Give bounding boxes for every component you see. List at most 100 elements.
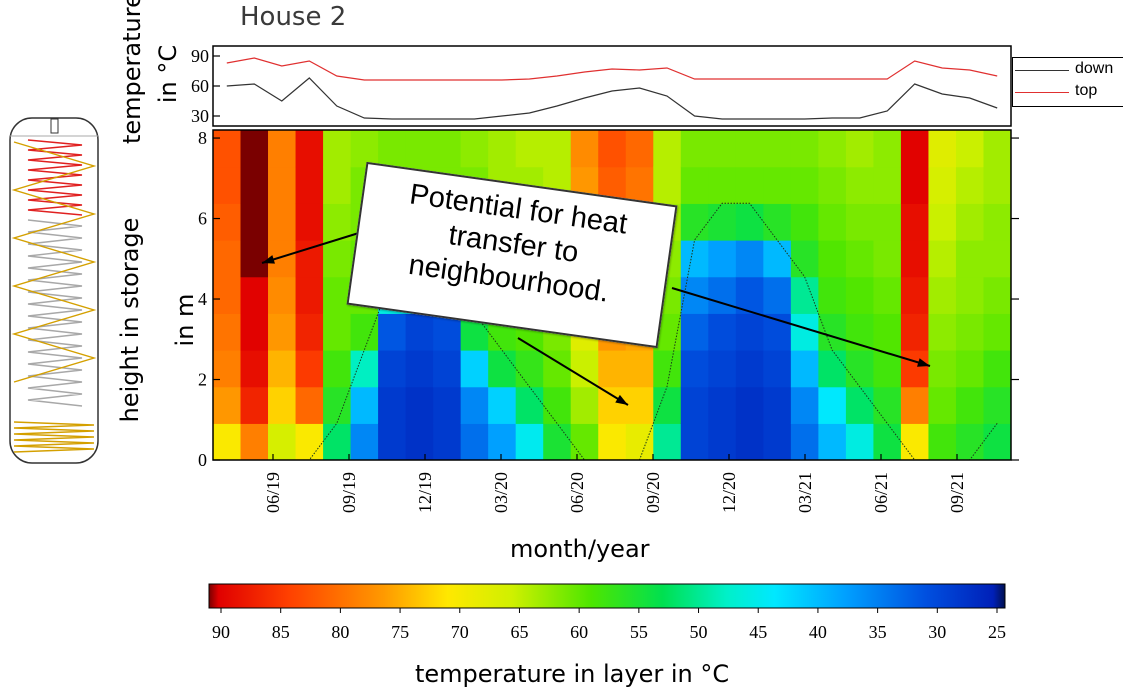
heatmap-contour-line bbox=[226, 202, 998, 460]
heatmap-cell bbox=[350, 386, 379, 424]
heatmap-cell bbox=[983, 386, 1011, 424]
main-ytick-label: 0 bbox=[198, 450, 207, 470]
colorbar-tick-label: 75 bbox=[391, 622, 409, 642]
heatmap-cell bbox=[433, 350, 462, 388]
heatmap-cell bbox=[488, 350, 517, 388]
heatmap-cell bbox=[680, 423, 709, 460]
heatmap-cell bbox=[213, 240, 242, 278]
heatmap-cell bbox=[213, 203, 242, 241]
heatmap-cell bbox=[680, 313, 709, 351]
annotation-arrow bbox=[671, 287, 931, 367]
heatmap-cell bbox=[378, 130, 407, 168]
heatmap-cell bbox=[405, 350, 434, 388]
heatmap-cell bbox=[460, 386, 489, 424]
heatmap-cell bbox=[378, 386, 407, 424]
heatmap-cell bbox=[268, 386, 297, 424]
heatmap-cell bbox=[543, 423, 572, 460]
legend-item-top: top bbox=[1013, 82, 1123, 102]
bottom-coil-icon bbox=[13, 421, 95, 453]
heatmap-cell bbox=[845, 386, 875, 424]
heatmap-cell bbox=[680, 386, 709, 424]
heatmap-cell bbox=[268, 313, 297, 351]
heatmap-cell bbox=[488, 130, 517, 168]
heatmap-cell bbox=[763, 276, 792, 314]
heatmap-cell bbox=[735, 203, 764, 241]
heatmap-cell bbox=[763, 203, 792, 241]
top-ylabel-line2: in °C bbox=[154, 44, 182, 104]
heatmap-cell bbox=[625, 350, 654, 388]
heatmap-cell bbox=[708, 386, 737, 424]
heatmap-cell bbox=[735, 423, 764, 460]
heatmap-cell bbox=[818, 130, 847, 168]
heatmap-cell bbox=[378, 423, 407, 460]
heatmap-cell bbox=[268, 130, 297, 168]
colorbar-tick-label: 25 bbox=[988, 622, 1006, 642]
heatmap-cell bbox=[735, 350, 764, 388]
heatmap-cell bbox=[845, 240, 875, 278]
heatmap-cell bbox=[818, 313, 847, 351]
heatmap-cell bbox=[900, 386, 930, 424]
heatmap-cell bbox=[790, 166, 819, 204]
heatmap-cell bbox=[790, 203, 819, 241]
main-ylabel-line1: height in storage bbox=[116, 217, 144, 423]
xtick-label: 09/19 bbox=[339, 472, 359, 513]
heatmap-cell bbox=[433, 130, 462, 168]
heatmap-cell bbox=[708, 350, 737, 388]
heatmap-cell bbox=[900, 350, 930, 388]
heatmap-cell bbox=[295, 130, 324, 168]
heatmap-cell bbox=[983, 203, 1011, 241]
heatmap-cell bbox=[240, 423, 269, 460]
heatmap-cell bbox=[955, 276, 985, 314]
legend-swatch-down bbox=[1015, 70, 1069, 71]
annotation-arrow bbox=[261, 231, 363, 264]
xtick-label: 06/19 bbox=[263, 472, 283, 513]
heatmap-cell bbox=[268, 350, 297, 388]
heatmap-cell bbox=[873, 386, 902, 424]
heatmap-cell bbox=[983, 313, 1011, 351]
heatmap-cell bbox=[845, 203, 875, 241]
heatmap-cell bbox=[845, 130, 875, 168]
heatmap-cell bbox=[323, 240, 352, 278]
heatmap-cell bbox=[240, 313, 269, 351]
heatmap-cell bbox=[790, 240, 819, 278]
heatmap-cell bbox=[928, 240, 957, 278]
heatmap-cell bbox=[240, 130, 269, 168]
top-ytick-label: 90 bbox=[191, 46, 209, 66]
contour-line bbox=[226, 202, 998, 460]
heatmap-cell bbox=[295, 276, 324, 314]
annotation-arrow bbox=[517, 337, 629, 406]
heatmap-cell bbox=[405, 313, 434, 351]
heatmap-cell bbox=[433, 386, 462, 424]
heatmap-cell bbox=[928, 276, 957, 314]
heatmap-cell bbox=[873, 130, 902, 168]
heatmap-cell bbox=[515, 386, 544, 424]
heatmap-cell bbox=[983, 350, 1011, 388]
xtick-label: 09/20 bbox=[643, 472, 663, 513]
heatmap-cell bbox=[845, 276, 875, 314]
xtick-label: 09/21 bbox=[947, 472, 967, 513]
heatmap-cell bbox=[873, 313, 902, 351]
heatmap-cell bbox=[460, 130, 489, 168]
heatmap-cell bbox=[955, 386, 985, 424]
heatmap-cell bbox=[350, 350, 379, 388]
heatmap bbox=[213, 130, 1011, 460]
heatmap-cell bbox=[763, 166, 792, 204]
heatmap-cell bbox=[735, 240, 764, 278]
heatmap-cell bbox=[708, 203, 737, 241]
heatmap-cell bbox=[323, 130, 352, 168]
arrowhead bbox=[615, 394, 628, 405]
heatmap-cell bbox=[818, 166, 847, 204]
heatmap-cell bbox=[790, 276, 819, 314]
heatmap-cell bbox=[790, 350, 819, 388]
heatmap-cell bbox=[240, 240, 269, 278]
heatmap-cell bbox=[213, 350, 242, 388]
heatmap-cell bbox=[708, 130, 737, 168]
colorbar-tick-label: 85 bbox=[272, 622, 290, 642]
heatmap-cell bbox=[433, 423, 462, 460]
heatmap-cell bbox=[983, 166, 1011, 204]
heatmap-cell bbox=[460, 423, 489, 460]
colorbar-tick-label: 70 bbox=[451, 622, 469, 642]
heatmap-cell bbox=[680, 240, 709, 278]
heatmap-cell bbox=[763, 130, 792, 168]
heatmap-cell bbox=[653, 423, 682, 460]
